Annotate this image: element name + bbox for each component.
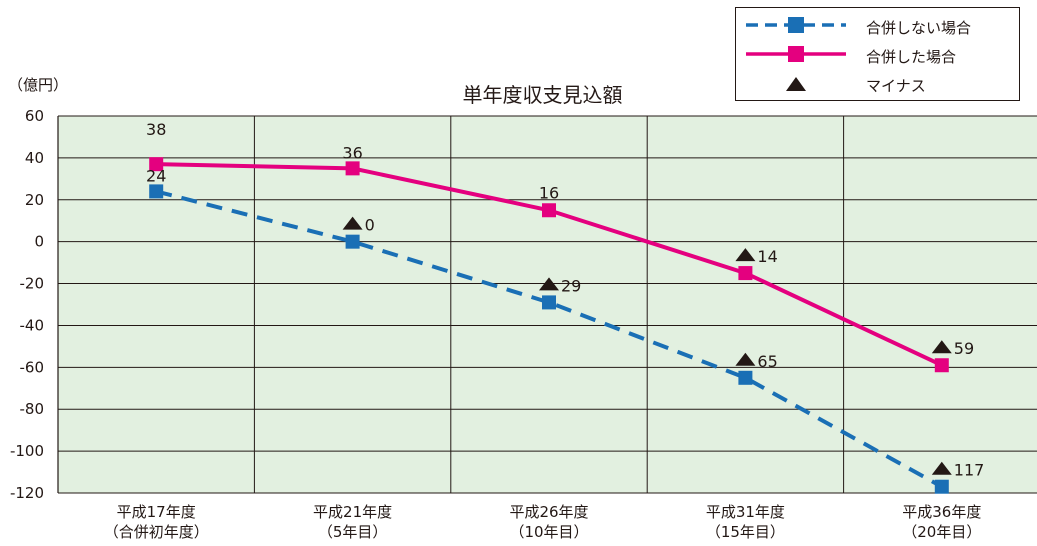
legend: 合併しない場合 合併した場合 マイナス (735, 7, 1020, 101)
x-tick-label: 平成31年度 (706, 503, 785, 521)
minus-triangle-icon (931, 340, 952, 354)
y-tick-label: -80 (20, 400, 45, 418)
legend-item-no-merger: 合併しない場合 (736, 14, 1019, 42)
data-label: 24 (146, 166, 166, 185)
data-point-0 (149, 184, 164, 199)
y-tick-label: -120 (10, 484, 44, 502)
y-tick-label: -40 (20, 316, 45, 334)
data-point-1 (542, 203, 556, 218)
x-tick-label: （10年目） (509, 523, 588, 541)
y-tick-label: -100 (10, 442, 44, 460)
data-point-0 (934, 479, 949, 494)
legend-item-merger: 合併した場合 (736, 43, 1019, 71)
y-tick-label: 40 (25, 149, 44, 167)
legend-label-minus: マイナス (866, 77, 926, 95)
data-label: 59 (954, 339, 974, 358)
x-tick-label: 平成26年度 (509, 503, 588, 521)
legend-minus-triangle-icon (786, 77, 806, 91)
y-unit-label: （億円） (8, 76, 69, 94)
data-point-0 (345, 234, 360, 249)
minus-triangle-icon (342, 216, 363, 230)
x-tick-label: （5年目） (318, 523, 388, 541)
data-label: 117 (954, 461, 985, 480)
data-point-0 (542, 295, 556, 310)
y-tick-label: -60 (20, 358, 45, 376)
y-tick-label: 0 (34, 233, 44, 251)
data-label: 65 (757, 352, 777, 371)
data-point-1 (738, 266, 753, 281)
x-tick-label: 平成21年度 (313, 503, 392, 521)
data-label: 38 (146, 120, 166, 139)
data-label: 0 (365, 216, 375, 235)
minus-triangle-icon (931, 461, 952, 475)
x-tick-label: （合併初年度） (104, 523, 209, 541)
y-tick-label: -20 (20, 275, 45, 293)
legend-item-minus: マイナス (736, 72, 1019, 100)
legend-swatch-solid-square (746, 46, 846, 62)
minus-triangle-icon (539, 277, 559, 291)
x-tick-label: 平成17年度 (117, 503, 196, 521)
legend-label-no-merger: 合併しない場合 (866, 19, 972, 37)
series-line-0 (155, 189, 943, 489)
data-label: 29 (561, 276, 581, 295)
y-tick-label: 20 (25, 191, 44, 209)
data-label: 16 (539, 183, 559, 202)
data-label: 14 (757, 247, 777, 266)
data-point-0 (738, 370, 753, 385)
chart-title: 単年度収支見込額 (462, 83, 623, 107)
x-tick-label: （20年目） (902, 523, 981, 541)
data-point-1 (934, 358, 949, 373)
legend-label-merger: 合併した場合 (866, 48, 957, 66)
y-tick-label: 60 (25, 107, 44, 125)
legend-swatch-dashed-square (746, 17, 846, 33)
data-point-1 (149, 157, 164, 172)
x-tick-label: （15年目） (706, 523, 785, 541)
minus-triangle-icon (735, 248, 756, 262)
data-point-1 (345, 161, 360, 176)
data-label: 36 (342, 143, 362, 162)
minus-triangle-icon (735, 352, 756, 366)
x-tick-label: 平成36年度 (902, 503, 981, 521)
